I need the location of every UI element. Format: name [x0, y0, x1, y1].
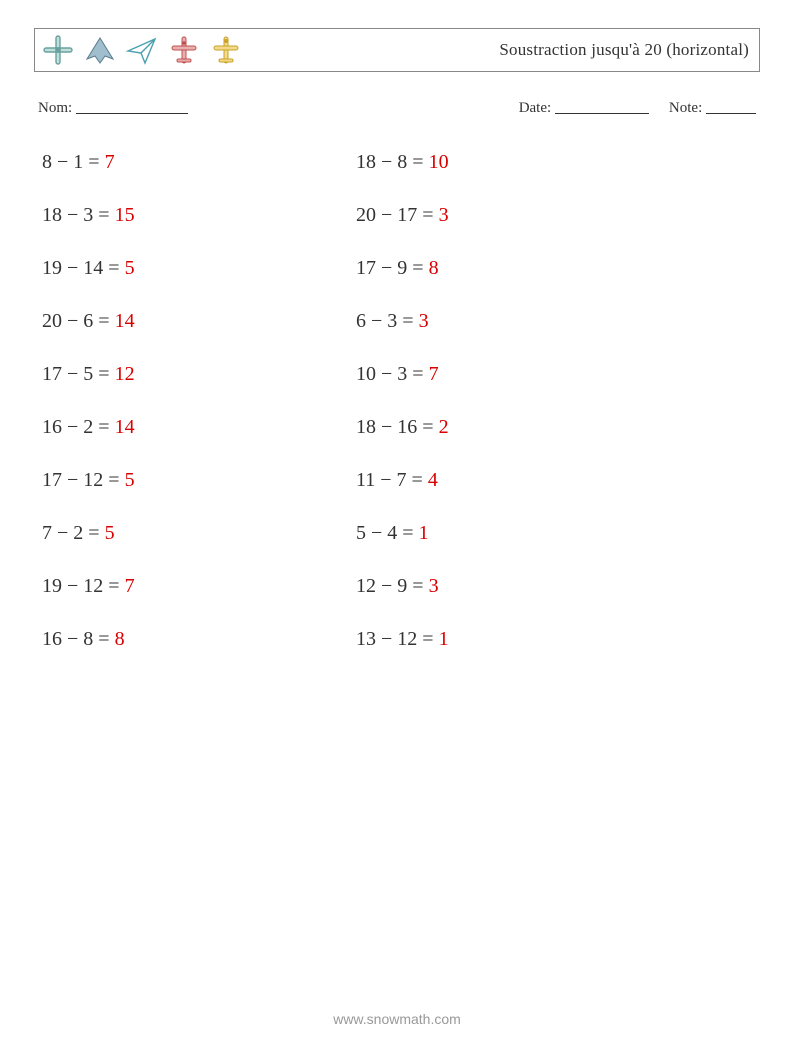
problem-row: 5 − 4 = 1 [356, 522, 656, 545]
problem-expression: 8 − 1 = [42, 151, 105, 173]
name-label: Nom: [38, 100, 72, 116]
meta-row: Nom: Date: Note: [34, 100, 760, 117]
problem-answer: 5 [125, 469, 135, 491]
problem-row: 16 − 8 = 8 [42, 628, 342, 651]
name-field: Nom: [38, 100, 188, 117]
problem-answer: 14 [115, 310, 135, 332]
problem-row: 19 − 14 = 5 [42, 257, 342, 280]
problem-row: 18 − 8 = 10 [356, 151, 656, 174]
worksheet-page: Soustraction jusqu'à 20 (horizontal) Nom… [0, 0, 794, 651]
problem-expression: 18 − 3 = [42, 204, 115, 226]
problem-row: 17 − 5 = 12 [42, 363, 342, 386]
problem-expression: 17 − 5 = [42, 363, 115, 385]
problem-expression: 13 − 12 = [356, 628, 439, 650]
problem-expression: 17 − 9 = [356, 257, 429, 279]
problem-expression: 5 − 4 = [356, 522, 419, 544]
problem-row: 7 − 2 = 5 [42, 522, 342, 545]
problem-row: 20 − 17 = 3 [356, 204, 656, 227]
problem-answer: 3 [419, 310, 429, 332]
worksheet-title: Soustraction jusqu'à 20 (horizontal) [499, 40, 749, 60]
problems-grid: 8 − 1 = 718 − 8 = 1018 − 3 = 1520 − 17 =… [34, 151, 760, 651]
problem-row: 13 − 12 = 1 [356, 628, 656, 651]
problem-expression: 12 − 9 = [356, 575, 429, 597]
name-blank[interactable] [76, 113, 188, 114]
problem-answer: 3 [439, 204, 449, 226]
problem-expression: 20 − 6 = [42, 310, 115, 332]
plane-cross-icon [41, 33, 75, 67]
date-field: Date: [519, 100, 649, 117]
problem-row: 20 − 6 = 14 [42, 310, 342, 333]
footer-url: www.snowmath.com [0, 1011, 794, 1027]
problem-row: 18 − 16 = 2 [356, 416, 656, 439]
problem-answer: 5 [105, 522, 115, 544]
problem-answer: 10 [429, 151, 449, 173]
problem-row: 10 − 3 = 7 [356, 363, 656, 386]
plane-yellow-icon [209, 33, 243, 67]
problem-expression: 19 − 12 = [42, 575, 125, 597]
stealth-icon [83, 33, 117, 67]
problem-answer: 8 [429, 257, 439, 279]
problem-expression: 18 − 16 = [356, 416, 439, 438]
problem-expression: 19 − 14 = [42, 257, 125, 279]
problem-row: 17 − 12 = 5 [42, 469, 342, 492]
problem-expression: 18 − 8 = [356, 151, 429, 173]
problem-row: 18 − 3 = 15 [42, 204, 342, 227]
problem-expression: 10 − 3 = [356, 363, 429, 385]
problem-answer: 7 [105, 151, 115, 173]
problem-expression: 16 − 8 = [42, 628, 115, 650]
problem-row: 8 − 1 = 7 [42, 151, 342, 174]
problem-row: 19 − 12 = 7 [42, 575, 342, 598]
problem-expression: 17 − 12 = [42, 469, 125, 491]
header-bar: Soustraction jusqu'à 20 (horizontal) [34, 28, 760, 72]
problem-answer: 3 [429, 575, 439, 597]
problem-answer: 12 [115, 363, 135, 385]
problem-answer: 4 [428, 469, 438, 491]
problem-answer: 14 [115, 416, 135, 438]
problem-expression: 7 − 2 = [42, 522, 105, 544]
problem-answer: 8 [115, 628, 125, 650]
paper-plane-icon [125, 33, 159, 67]
problem-row: 17 − 9 = 8 [356, 257, 656, 280]
problem-row: 12 − 9 = 3 [356, 575, 656, 598]
problem-answer: 1 [419, 522, 429, 544]
problem-expression: 16 − 2 = [42, 416, 115, 438]
problem-answer: 5 [125, 257, 135, 279]
date-label: Date: [519, 100, 551, 116]
header-icons [41, 33, 243, 67]
problem-answer: 1 [439, 628, 449, 650]
note-field: Note: [669, 100, 756, 117]
problem-expression: 11 − 7 = [356, 469, 428, 491]
note-label: Note: [669, 100, 702, 116]
plane-red-icon [167, 33, 201, 67]
problem-expression: 20 − 17 = [356, 204, 439, 226]
problem-row: 16 − 2 = 14 [42, 416, 342, 439]
note-blank[interactable] [706, 113, 756, 114]
problem-row: 6 − 3 = 3 [356, 310, 656, 333]
date-blank[interactable] [555, 113, 649, 114]
problem-answer: 7 [429, 363, 439, 385]
problem-answer: 2 [439, 416, 449, 438]
problem-row: 11 − 7 = 4 [356, 469, 656, 492]
problem-answer: 7 [125, 575, 135, 597]
problem-answer: 15 [115, 204, 135, 226]
problem-expression: 6 − 3 = [356, 310, 419, 332]
